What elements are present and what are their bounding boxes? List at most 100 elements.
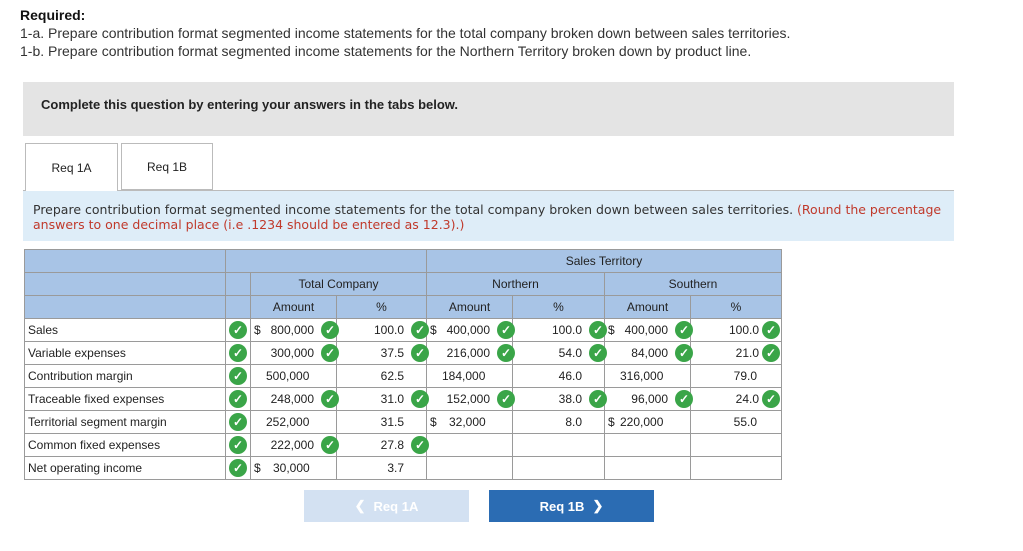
- check-circle-icon: ✓: [411, 390, 429, 408]
- prev-req-1a-button[interactable]: ❮ Req 1A: [304, 490, 469, 522]
- header-row-segments: Total Company Northern Southern: [24, 272, 782, 296]
- instruction-text: Prepare contribution format segmented in…: [33, 202, 794, 217]
- input-cell[interactable]: 38.0 ✓: [512, 387, 607, 411]
- value-cell: 8.0: [512, 410, 605, 434]
- row-label: Variable expenses: [24, 341, 226, 365]
- check-circle-icon: ✓: [762, 390, 780, 408]
- row-label: Territorial segment margin: [24, 410, 226, 434]
- value-cell: 252,000: [250, 410, 337, 434]
- next-req-1b-button[interactable]: Req 1B ❯: [489, 490, 654, 522]
- input-cell[interactable]: 84,000 ✓: [604, 341, 693, 365]
- requirement-1b: 1-b. Prepare contribution format segment…: [20, 43, 752, 59]
- table-row: Contribution margin ✓ 500,000 62.5 184,0…: [24, 364, 782, 388]
- chevron-right-icon: ❯: [592, 498, 604, 513]
- check-circle-icon: ✓: [762, 321, 780, 339]
- check-circle-icon: ✓: [411, 436, 429, 454]
- total-company-header: Total Company: [250, 272, 427, 296]
- check-circle-icon: ✓: [497, 390, 515, 408]
- check-circle-icon: ✓: [411, 321, 429, 339]
- input-cell[interactable]: 96,000 ✓: [604, 387, 693, 411]
- value-cell: $30,000: [250, 456, 337, 480]
- input-cell[interactable]: 21.0 ✓: [690, 341, 782, 365]
- segmented-income-table: Sales Territory Total Company Northern S…: [24, 249, 782, 480]
- table-row: Traceable fixed expenses ✓ 248,000 ✓ 31.0…: [24, 387, 782, 411]
- check-circle-icon: ✓: [229, 459, 247, 477]
- input-cell[interactable]: 54.0 ✓: [512, 341, 607, 365]
- col-percent-northern: %: [512, 295, 605, 319]
- requirement-1a: 1-a. Prepare contribution format segment…: [20, 25, 791, 41]
- check-circle-icon: ✓: [229, 390, 247, 408]
- northern-header: Northern: [426, 272, 605, 296]
- tab-divider: [23, 190, 954, 191]
- col-percent-southern: %: [690, 295, 782, 319]
- value-cell: 500,000: [250, 364, 337, 388]
- row-label: Traceable fixed expenses: [24, 387, 226, 411]
- check-circle-icon: ✓: [675, 321, 693, 339]
- required-title: Required:: [20, 7, 86, 23]
- value-cell: 31.5: [336, 410, 427, 434]
- header-row-group: Sales Territory: [24, 249, 782, 273]
- header-row-columns: Amount % Amount % Amount %: [24, 295, 782, 319]
- table-row: Common fixed expenses ✓ 222,000 ✓ 27.8 ✓: [24, 433, 782, 457]
- value-cell: 3.7: [336, 456, 427, 480]
- input-cell[interactable]: $400,000 ✓: [604, 318, 693, 342]
- input-cell[interactable]: 100.0 ✓: [690, 318, 782, 342]
- value-cell: 184,000: [426, 364, 513, 388]
- check-circle-icon: ✓: [589, 321, 607, 339]
- check-circle-icon: ✓: [589, 390, 607, 408]
- input-cell[interactable]: 300,000 ✓: [250, 341, 339, 365]
- check-circle-icon: ✓: [497, 344, 515, 362]
- banner-text: Complete this question by entering your …: [41, 97, 459, 112]
- input-cell[interactable]: 152,000 ✓: [426, 387, 515, 411]
- check-circle-icon: ✓: [229, 367, 247, 385]
- col-amount-southern: Amount: [604, 295, 691, 319]
- col-amount-total: Amount: [250, 295, 337, 319]
- check-circle-icon: ✓: [229, 436, 247, 454]
- instruction-panel: Prepare contribution format segmented in…: [23, 191, 954, 241]
- row-label: Common fixed expenses: [24, 433, 226, 457]
- table-row: Variable expenses ✓ 300,000 ✓ 37.5 ✓ 216,0…: [24, 341, 782, 365]
- table-row: Territorial segment margin ✓ 252,000 31.…: [24, 410, 782, 434]
- table-row: Sales ✓ $800,000 ✓ 100.0 ✓ $400,000 ✓ 100.0…: [24, 318, 782, 342]
- check-circle-icon: ✓: [229, 413, 247, 431]
- input-cell[interactable]: 24.0 ✓: [690, 387, 782, 411]
- check-circle-icon: ✓: [675, 390, 693, 408]
- check-circle-icon: ✓: [589, 344, 607, 362]
- value-cell: 62.5: [336, 364, 427, 388]
- check-circle-icon: ✓: [411, 344, 429, 362]
- check-circle-icon: ✓: [229, 321, 247, 339]
- check-circle-icon: ✓: [497, 321, 515, 339]
- check-circle-icon: ✓: [762, 344, 780, 362]
- check-circle-icon: ✓: [675, 344, 693, 362]
- input-cell[interactable]: 31.0 ✓: [336, 387, 429, 411]
- value-cell: 316,000: [604, 364, 691, 388]
- table-row: Net operating income ✓ $30,000 3.7: [24, 456, 782, 480]
- input-cell[interactable]: 100.0 ✓: [336, 318, 429, 342]
- value-cell: 46.0: [512, 364, 605, 388]
- input-cell[interactable]: 222,000 ✓: [250, 433, 339, 457]
- check-circle-icon: ✓: [321, 390, 339, 408]
- input-cell[interactable]: 100.0 ✓: [512, 318, 607, 342]
- col-percent-total: %: [336, 295, 427, 319]
- sales-territory-header: Sales Territory: [426, 249, 782, 273]
- input-cell[interactable]: 248,000 ✓: [250, 387, 339, 411]
- check-circle-icon: ✓: [321, 344, 339, 362]
- input-cell[interactable]: 37.5 ✓: [336, 341, 429, 365]
- southern-header: Southern: [604, 272, 782, 296]
- row-label: Sales: [24, 318, 226, 342]
- input-cell[interactable]: $400,000 ✓: [426, 318, 515, 342]
- value-cell: 79.0: [690, 364, 782, 388]
- value-cell: 55.0: [690, 410, 782, 434]
- input-cell[interactable]: $800,000 ✓: [250, 318, 339, 342]
- col-amount-northern: Amount: [426, 295, 513, 319]
- input-cell[interactable]: 27.8 ✓: [336, 433, 429, 457]
- input-cell[interactable]: 216,000 ✓: [426, 341, 515, 365]
- value-cell: $32,000: [426, 410, 513, 434]
- instruction-banner: Complete this question by entering your …: [23, 82, 954, 136]
- check-circle-icon: ✓: [229, 344, 247, 362]
- check-circle-icon: ✓: [321, 436, 339, 454]
- tab-req-1b[interactable]: Req 1B: [121, 143, 213, 190]
- tab-req-1a[interactable]: Req 1A: [25, 143, 118, 191]
- row-label: Net operating income: [24, 456, 226, 480]
- rounding-note: (Round the percentage answers to one dec…: [33, 202, 942, 232]
